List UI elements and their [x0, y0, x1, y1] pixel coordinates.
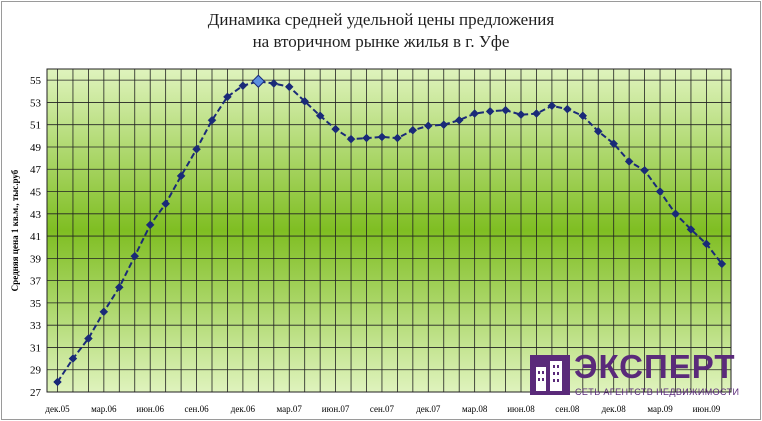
y-tick-label: 33 — [30, 320, 42, 332]
y-axis-ticks: 27 29 31 33 35 37 39 41 43 45 47 49 51 53 55 — [30, 75, 42, 399]
data-point — [192, 144, 201, 154]
data-point-peak — [251, 74, 266, 88]
x-tick-label: сен.06 — [184, 404, 209, 414]
x-tick-label: дек.05 — [45, 404, 70, 414]
plot-area — [46, 68, 732, 393]
y-tick-label: 45 — [30, 187, 42, 199]
y-tick-label: 51 — [30, 120, 41, 132]
data-point — [640, 166, 649, 175]
data-point — [99, 307, 109, 317]
data-point — [671, 209, 680, 219]
y-tick-label: 37 — [30, 276, 42, 288]
x-tick-label: июн.09 — [693, 404, 721, 414]
data-point — [331, 124, 340, 134]
data-point — [702, 239, 711, 249]
data-point — [655, 187, 665, 196]
x-tick-label: сен.07 — [370, 404, 395, 414]
series-line — [53, 74, 727, 387]
data-point — [562, 104, 572, 114]
data-point — [68, 354, 78, 363]
data-point — [470, 109, 480, 118]
x-tick-label: июн.07 — [322, 404, 350, 414]
y-tick-label: 39 — [30, 253, 42, 265]
expert-logo: ЭКСПЕРТ СЕТЬ АГЕНТСТВ НЕДВИЖИМОСТИ — [530, 348, 739, 399]
data-point — [423, 121, 433, 131]
data-point — [269, 79, 279, 88]
data-point — [408, 125, 418, 135]
x-tick-label: дек.08 — [602, 404, 627, 414]
gridlines — [47, 69, 731, 393]
data-point — [84, 334, 93, 343]
y-axis-label: Средняя цена 1 кв.м., тыс.руб — [10, 169, 20, 291]
data-point — [315, 111, 325, 121]
y-tick-label: 27 — [30, 387, 42, 399]
x-tick-label: мар.08 — [462, 404, 488, 414]
y-tick-label: 43 — [30, 209, 42, 221]
data-point — [176, 171, 186, 181]
data-point — [130, 251, 140, 261]
data-point — [578, 111, 588, 121]
y-tick-label: 29 — [30, 365, 42, 377]
data-point — [393, 133, 402, 143]
data-point — [300, 96, 310, 106]
data-point — [717, 259, 727, 269]
data-point — [547, 101, 557, 111]
data-point — [485, 106, 495, 116]
logo-wordmark: ЭКСПЕРТ — [574, 348, 736, 385]
logo-subtitle: СЕТЬ АГЕНТСТВ НЕДВИЖИМОСТИ — [575, 387, 740, 397]
data-point — [223, 92, 232, 102]
building-icon — [530, 355, 570, 395]
x-tick-label: сен.08 — [555, 404, 580, 414]
y-tick-label: 47 — [30, 164, 42, 176]
y-tick-label: 55 — [30, 75, 42, 87]
x-tick-label: мар.06 — [91, 404, 117, 414]
data-point — [238, 81, 248, 91]
x-tick-label: дек.06 — [231, 404, 256, 414]
y-tick-label: 41 — [30, 231, 41, 243]
y-tick-label: 31 — [30, 342, 41, 354]
data-point — [439, 120, 449, 130]
x-tick-label: июн.06 — [136, 404, 164, 414]
data-point — [161, 199, 171, 209]
chart-title-line2: на вторичном рынке жилья в г. Уфе — [253, 32, 510, 51]
data-point — [207, 115, 217, 125]
y-tick-label: 35 — [30, 298, 42, 310]
data-point — [53, 377, 62, 387]
y-tick-label: 53 — [30, 97, 42, 109]
data-point — [686, 225, 696, 234]
data-point — [114, 282, 124, 292]
data-point — [362, 133, 371, 143]
x-tick-label: дек.07 — [416, 404, 441, 414]
data-point — [454, 115, 464, 125]
data-point — [624, 157, 634, 166]
chart-title-line1: Динамика средней удельной цены предложен… — [208, 10, 555, 29]
x-tick-label: июн.08 — [507, 404, 535, 414]
data-point — [516, 110, 526, 120]
data-point — [284, 82, 294, 92]
x-axis-ticks: дек.05 мар.06 июн.06 сен.06 дек.06 мар.07 июн.… — [45, 404, 720, 414]
data-point — [145, 220, 155, 230]
x-tick-label: мар.09 — [647, 404, 673, 414]
y-tick-label: 49 — [30, 142, 42, 154]
data-point — [609, 139, 619, 148]
data-point — [501, 105, 510, 115]
data-point — [346, 134, 356, 144]
data-point — [532, 109, 541, 118]
series-line-path — [56, 80, 723, 383]
data-point — [593, 127, 603, 136]
data-point — [377, 132, 387, 142]
x-tick-label: мар.07 — [277, 404, 303, 414]
